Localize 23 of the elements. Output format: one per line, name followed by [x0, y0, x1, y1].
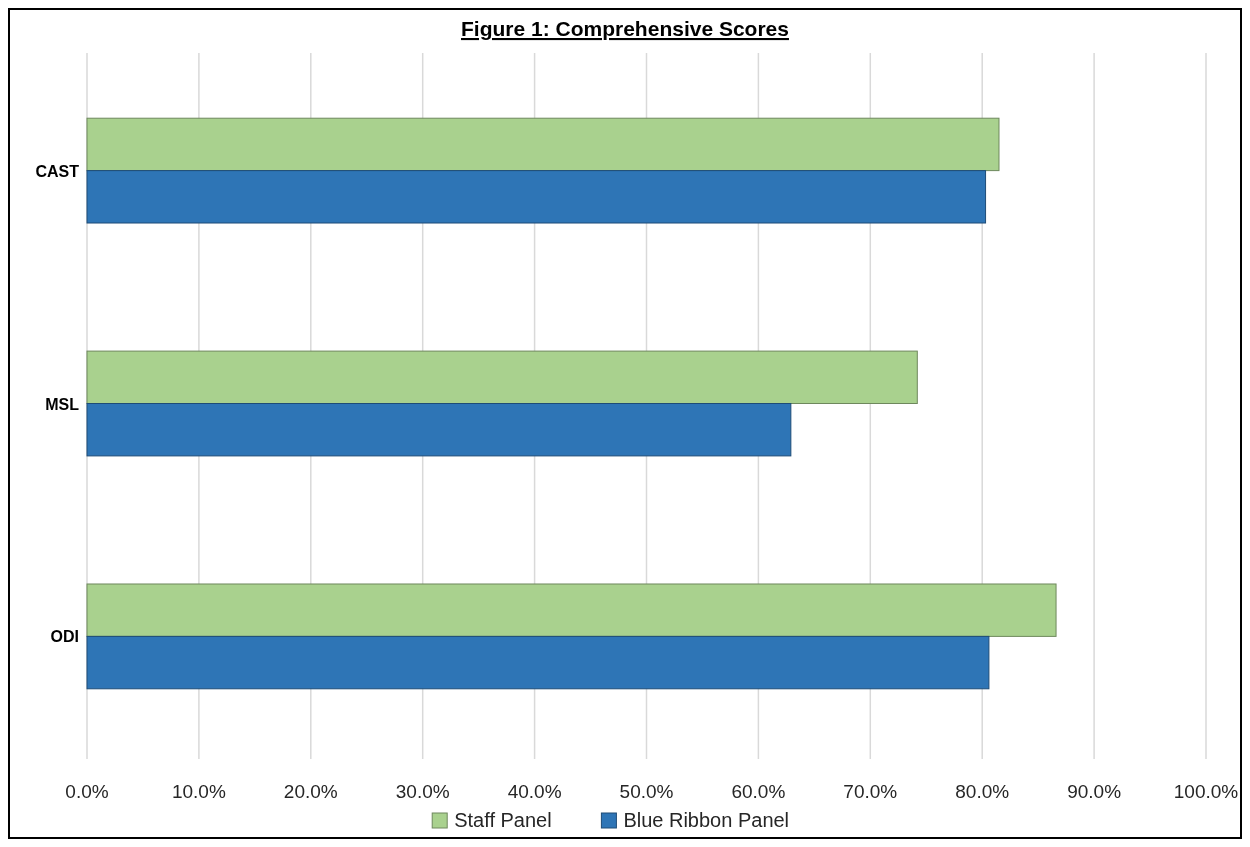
x-tick-label: 60.0%: [731, 781, 786, 802]
x-tick-label: 10.0%: [171, 781, 226, 802]
x-tick-label: 40.0%: [507, 781, 562, 802]
bar: [86, 635, 990, 690]
x-tick-label: 30.0%: [395, 781, 450, 802]
y-tick-label: MSL: [45, 395, 80, 413]
bar: [86, 583, 1057, 637]
x-tick-label: 50.0%: [619, 781, 674, 802]
bar: [86, 170, 987, 224]
x-tick-label: 70.0%: [843, 781, 898, 802]
chart-title: Figure 1: Comprehensive Scores: [461, 17, 789, 40]
bar: [86, 117, 1000, 172]
x-tick-label: 90.0%: [1067, 781, 1122, 802]
legend-label: Blue Ribbon Panel: [623, 809, 790, 831]
bar: [86, 350, 918, 404]
x-tick-label: 0.0%: [65, 781, 109, 802]
x-tick-label: 80.0%: [955, 781, 1010, 802]
legend-label: Staff Panel: [454, 809, 552, 831]
y-tick-label: ODI: [50, 628, 79, 646]
y-tick-label: CAST: [35, 162, 80, 180]
x-tick-label: 100.0%: [1173, 781, 1239, 802]
bar: [86, 403, 792, 457]
x-tick-label: 20.0%: [283, 781, 338, 802]
